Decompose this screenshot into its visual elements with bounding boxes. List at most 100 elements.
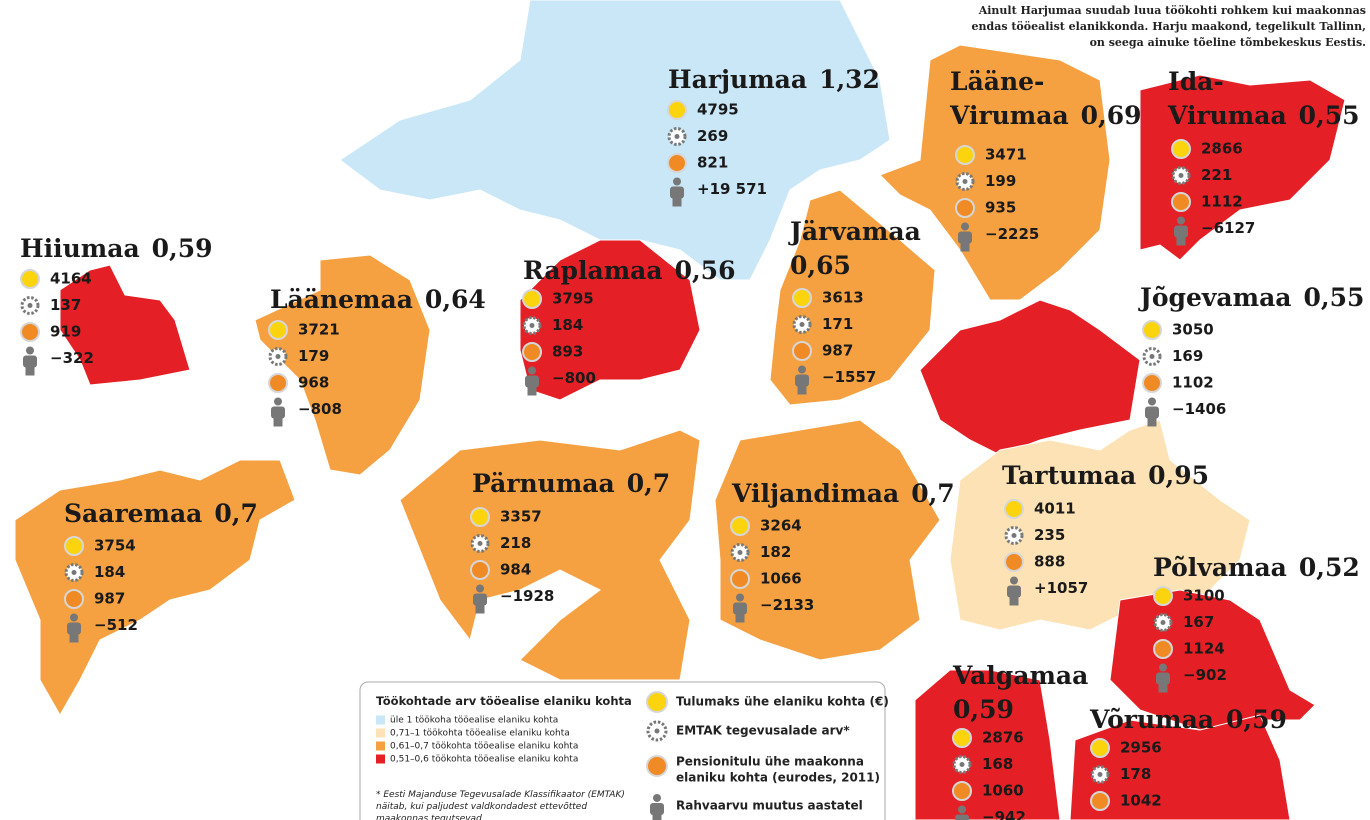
person-legs (475, 604, 485, 614)
county-stat: 3100 (1183, 587, 1225, 605)
county-stat: −902 (1183, 666, 1227, 684)
person-head (274, 397, 282, 406)
person-legs (69, 633, 79, 643)
valgamaa-shape (914, 669, 1061, 820)
county-name: Raplamaa 0,56 (523, 256, 735, 285)
harjumaa-shape (339, 0, 891, 281)
person-head (736, 593, 744, 602)
person-head (798, 365, 806, 374)
county-stat: −2133 (760, 596, 814, 614)
coin-icon (646, 691, 668, 713)
legend-footnote: näitab, kui paljudest valdkondadest ette… (376, 802, 587, 812)
ida-virumaa-shape (1139, 74, 1346, 261)
person-body (525, 375, 539, 388)
county-label: Saaremaa 0,7 3754 184 987 −512 (64, 499, 258, 643)
county-stat: −512 (94, 616, 138, 634)
legend-title: Töökohtade arv tööealise elaniku kohta (376, 694, 632, 708)
county-stat: −6127 (1201, 219, 1255, 237)
coin-icon (730, 516, 750, 536)
note-line: Ainult Harjumaa suudab luua töökohti roh… (978, 4, 1366, 17)
county-ratio: 0,7 (627, 469, 671, 498)
coin-icon (1153, 586, 1173, 606)
county-stat: 4795 (697, 101, 739, 119)
county-name: Valgamaa 0,59 (952, 661, 1088, 724)
legend-swatch (376, 715, 385, 725)
county-stat: 984 (500, 561, 531, 579)
person-head (1010, 576, 1018, 585)
person-body (1007, 585, 1021, 598)
county-name-line: Harjumaa (668, 65, 807, 94)
saaremaa-shape (14, 459, 296, 717)
person-head (653, 794, 661, 802)
pension-icon (470, 560, 490, 580)
gear-hub (529, 323, 535, 328)
county-label: Võrumaa 0,59 2956 178 1042 (1089, 705, 1287, 811)
county-stat: 179 (298, 347, 329, 365)
pension-icon (20, 322, 40, 342)
gear-hub (654, 728, 660, 734)
person-body (1174, 225, 1188, 238)
county-stat: 3050 (1172, 321, 1214, 339)
county-stat: +19 571 (697, 180, 767, 198)
county-name-line: Järvamaa (788, 217, 921, 246)
county-stat: 221 (1201, 166, 1232, 184)
pension-icon (730, 569, 750, 589)
county-ratio: 0,56 (675, 256, 736, 285)
county-name: Hiiumaa 0,59 (20, 234, 213, 263)
gear-hub (71, 570, 77, 575)
county-name-line: Lääne- (950, 67, 1044, 96)
legend-items: üle 1 töökoha tööealise elaniku kohta 0,7… (376, 691, 889, 820)
jogevamaa-shape (919, 299, 1141, 456)
county-name-line: Põlvamaa (1153, 553, 1287, 582)
county-name: Läänemaa 0,64 (270, 285, 486, 314)
county-stat: 893 (552, 343, 583, 361)
note-line: endas tööealist elanikkonda. Harju maako… (972, 20, 1367, 33)
county-shapes (14, 0, 1346, 820)
legend-class: 0,51–0,6 töökohta tööealise elaniku koht… (390, 755, 578, 765)
county-stat: 218 (500, 534, 531, 552)
county-stat: 4164 (50, 270, 92, 288)
county-name-line: Virumaa (1167, 101, 1287, 130)
county-label: Hiiumaa 0,59 4164 137 919 −322 (20, 234, 213, 376)
county-label: Jõgevamaa 0,55 3050 169 1102 −1406 (1138, 283, 1364, 427)
coin-icon (955, 145, 975, 165)
county-stat: −1557 (822, 368, 876, 386)
parnumaa-shape (399, 429, 701, 681)
person-legs (1147, 417, 1157, 427)
pension-icon (1004, 552, 1024, 572)
person-legs (1176, 236, 1186, 246)
county-stat: 182 (760, 543, 791, 561)
county-stat: 235 (1034, 526, 1065, 544)
legend-class: üle 1 töökoha tööealise elaniku kohta (390, 716, 558, 726)
gear-hub (674, 134, 680, 139)
legend-footnote: maakonnas tegutsevad (376, 814, 482, 820)
pension-icon (1090, 791, 1110, 811)
county-name: Lääne- Virumaa 0,69 (949, 67, 1142, 130)
person-body (650, 803, 664, 815)
pension-icon (667, 153, 687, 173)
person-head (673, 177, 681, 186)
county-stat: −800 (552, 369, 596, 387)
county-ratio: 0,52 (1299, 553, 1360, 582)
county-label: Harjumaa 1,32 4795 269 821 +19 571 (667, 65, 880, 207)
county-name-line: Tartumaa (1002, 461, 1136, 490)
coin-icon (1171, 139, 1191, 159)
pension-icon (792, 341, 812, 361)
legend-icon-label: EMTAK tegevusalade arv* (676, 724, 850, 738)
county-ratio: 0,59 (1226, 705, 1287, 734)
county-stat: 2866 (1201, 140, 1243, 158)
county-stat: 168 (982, 755, 1013, 773)
county-name: Jõgevamaa 0,55 (1138, 283, 1364, 312)
vorumaa-shape (1069, 714, 1291, 820)
gear-hub (27, 303, 33, 308)
county-name: Põlvamaa 0,52 (1153, 553, 1360, 582)
person-legs (273, 417, 283, 427)
county-label: Lääne- Virumaa 0,69 3471 199 935 −2225 (949, 67, 1142, 252)
hiiumaa-shape (59, 264, 191, 386)
person-legs (1009, 596, 1019, 606)
legend-class: 0,71–1 töökohta tööealise elaniku kohta (390, 729, 570, 739)
county-stat: 169 (1172, 347, 1203, 365)
county-stat: 137 (50, 296, 81, 314)
header-note: Ainult Harjumaa suudab luua töökohti roh… (972, 4, 1367, 49)
county-name: Viljandimaa 0,7 (731, 479, 955, 508)
